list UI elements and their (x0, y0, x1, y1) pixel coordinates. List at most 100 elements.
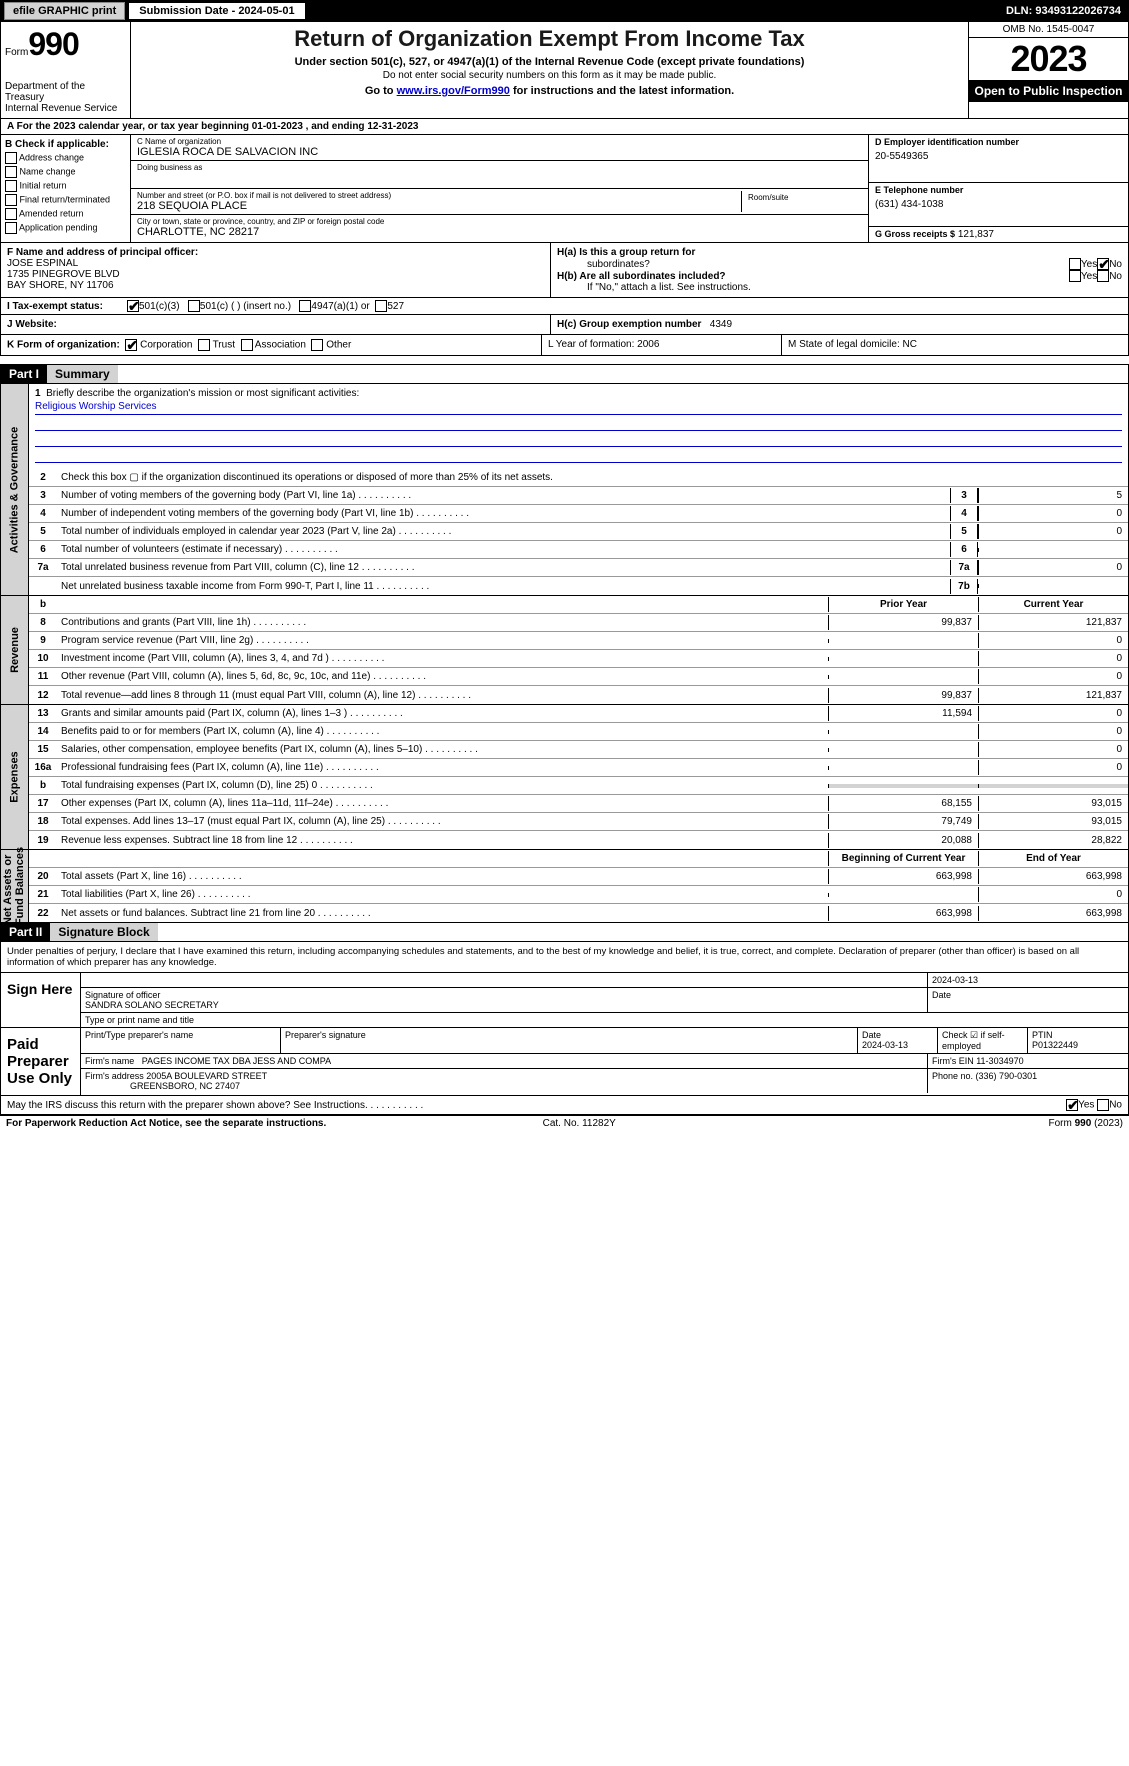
other-checkbox[interactable] (311, 339, 323, 351)
hb-note: If "No," attach a list. See instructions… (557, 282, 1122, 293)
revenue-tab: Revenue (9, 627, 21, 673)
form-label: Form (5, 47, 28, 58)
row-j-hc: J Website: H(c) Group exemption number 4… (0, 315, 1129, 335)
discuss-no-checkbox[interactable] (1097, 1099, 1109, 1111)
dln: DLN: 93493122026734 (1006, 5, 1129, 17)
501c-checkbox[interactable] (188, 300, 200, 312)
sign-here-label: Sign Here (1, 973, 81, 1027)
row-k-l-m: K Form of organization: Corporation Trus… (0, 335, 1129, 356)
paid-preparer-block: Paid Preparer Use Only Print/Type prepar… (0, 1028, 1129, 1096)
form-subtitle-2: Do not enter social security numbers on … (135, 70, 964, 81)
firm-phone: (336) 790-0301 (976, 1071, 1038, 1081)
firm-addr2: GREENSBORO, NC 27407 (130, 1081, 240, 1091)
col-b-checkboxes: B Check if applicable: Address change Na… (1, 135, 131, 242)
officer-addr1: 1735 PINEGROVE BLVD (7, 269, 544, 280)
phone-label: E Telephone number (875, 185, 1122, 195)
open-inspection: Open to Public Inspection (969, 80, 1128, 102)
discuss-yes-checkbox[interactable] (1066, 1099, 1078, 1111)
col-c-name-address: C Name of organizationIGLESIA ROCA DE SA… (131, 135, 868, 242)
dept-treasury: Department of the Treasury (5, 81, 126, 103)
colb-checkbox[interactable] (5, 208, 17, 220)
trust-checkbox[interactable] (198, 339, 210, 351)
org-name: IGLESIA ROCA DE SALVACION INC (137, 146, 862, 158)
form-subtitle-1: Under section 501(c), 527, or 4947(a)(1)… (135, 56, 964, 68)
row-f-h: F Name and address of principal officer:… (0, 243, 1129, 298)
efile-print-button[interactable]: efile GRAPHIC print (4, 2, 125, 20)
part1-header: Part I (1, 365, 47, 383)
527-checkbox[interactable] (375, 300, 387, 312)
4947-checkbox[interactable] (299, 300, 311, 312)
colb-checkbox[interactable] (5, 180, 17, 192)
ein-value: 20-5549365 (875, 151, 1122, 162)
ein-label: D Employer identification number (875, 137, 1122, 147)
501c3-checkbox[interactable] (127, 300, 139, 312)
ha-no-checkbox[interactable] (1097, 258, 1109, 270)
row-a-tax-year: A For the 2023 calendar year, or tax yea… (0, 119, 1129, 135)
governance-section: Activities & Governance 1 Briefly descri… (0, 384, 1129, 596)
firm-ein: 11-3034970 (976, 1056, 1023, 1066)
phone-value: (631) 434-1038 (875, 199, 1122, 210)
hb-no-checkbox[interactable] (1097, 270, 1109, 282)
gross-receipts-label: G Gross receipts $ (875, 229, 955, 239)
ha-yes-checkbox[interactable] (1069, 258, 1081, 270)
net-assets-tab: Net Assets orFund Balances (3, 847, 27, 925)
year-formation: L Year of formation: 2006 (541, 335, 781, 355)
form-number: 990 (28, 26, 78, 62)
group-exemption-number: 4349 (710, 319, 732, 330)
sign-here-block: Sign Here 2024-03-13 Signature of office… (0, 973, 1129, 1028)
room-suite-label: Room/suite (742, 191, 862, 212)
colb-checkbox[interactable] (5, 194, 17, 206)
footer-left: For Paperwork Reduction Act Notice, see … (6, 1118, 326, 1129)
city-label: City or town, state or province, country… (137, 217, 862, 226)
discuss-row: May the IRS discuss this return with the… (0, 1096, 1129, 1115)
mission-text: Religious Worship Services (35, 401, 1122, 415)
irs-link[interactable]: www.irs.gov/Form990 (397, 85, 510, 97)
footer-right: Form 990 (2023) (1049, 1118, 1123, 1129)
irs-label: Internal Revenue Service (5, 103, 126, 114)
part1-title: Summary (47, 365, 118, 383)
net-assets-section: Net Assets orFund Balances Beginning of … (0, 850, 1129, 923)
addr-label: Number and street (or P.O. box if mail i… (137, 191, 741, 200)
colb-checkbox[interactable] (5, 166, 17, 178)
website-label: J Website: (1, 315, 551, 334)
governance-tab: Activities & Governance (9, 426, 21, 553)
entity-block: B Check if applicable: Address change Na… (0, 135, 1129, 243)
colb-checkbox[interactable] (5, 152, 17, 164)
assoc-checkbox[interactable] (241, 339, 253, 351)
officer-name: JOSE ESPINAL (7, 258, 544, 269)
dba-label: Doing business as (137, 163, 862, 172)
org-name-label: C Name of organization (137, 137, 862, 146)
self-employed-check: Check ☑ if self-employed (938, 1028, 1028, 1053)
firm-addr1: 2005A BOULEVARD STREET (146, 1071, 267, 1081)
state-domicile: M State of legal domicile: NC (781, 335, 1128, 355)
omb-number: OMB No. 1545-0047 (969, 22, 1128, 38)
expenses-tab: Expenses (9, 751, 21, 802)
city-state-zip: CHARLOTTE, NC 28217 (137, 226, 862, 238)
submission-date: Submission Date - 2024-05-01 (129, 3, 304, 19)
officer-label: F Name and address of principal officer: (7, 247, 544, 258)
paid-preparer-label: Paid Preparer Use Only (1, 1028, 81, 1095)
tax-year: 2023 (969, 38, 1128, 80)
footer-cat: Cat. No. 11282Y (543, 1118, 616, 1129)
corp-checkbox[interactable] (125, 339, 137, 351)
col-de: D Employer identification number 20-55493… (868, 135, 1128, 242)
declaration-text: Under penalties of perjury, I declare th… (0, 942, 1129, 973)
hb-yes-checkbox[interactable] (1069, 270, 1081, 282)
ptin: P01322449 (1032, 1040, 1078, 1050)
part2-title: Signature Block (50, 923, 157, 941)
form-subtitle-3: Go to www.irs.gov/Form990 for instructio… (135, 85, 964, 97)
sign-date: 2024-03-13 (928, 973, 1128, 987)
officer-addr2: BAY SHORE, NY 11706 (7, 280, 544, 291)
street-address: 218 SEQUOIA PLACE (137, 200, 741, 212)
page-footer: For Paperwork Reduction Act Notice, see … (0, 1115, 1129, 1131)
form-header: Form990 Department of the Treasury Inter… (0, 22, 1129, 119)
part2-header: Part II (1, 923, 50, 941)
officer-signature-name: SANDRA SOLANO SECRETARY (85, 1000, 219, 1010)
row-i-tax-status: I Tax-exempt status: 501(c)(3) 501(c) ( … (0, 298, 1129, 315)
col-b-header: B Check if applicable: (5, 139, 126, 150)
colb-checkbox[interactable] (5, 222, 17, 234)
top-bar: efile GRAPHIC print Submission Date - 20… (0, 0, 1129, 22)
revenue-section: Revenue bPrior YearCurrent Year 8Contrib… (0, 596, 1129, 705)
firm-name: PAGES INCOME TAX DBA JESS AND COMPA (142, 1056, 331, 1066)
expenses-section: Expenses 13Grants and similar amounts pa… (0, 705, 1129, 850)
